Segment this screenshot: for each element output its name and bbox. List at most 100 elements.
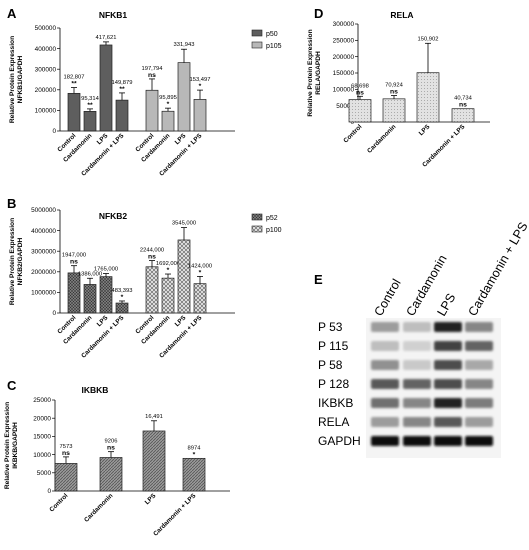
data-label: 68,698 — [351, 83, 369, 89]
data-label: 95,314 — [81, 96, 100, 102]
y-tick-label: 15000 — [33, 434, 51, 441]
bar — [416, 72, 440, 123]
data-label: 2244,000 — [140, 248, 164, 254]
blot-band — [371, 398, 399, 408]
legend-label: p50 — [266, 31, 278, 38]
bar — [99, 276, 113, 314]
panel-letter-c: C — [7, 378, 17, 393]
data-label: 9206 — [105, 439, 118, 445]
bar — [451, 108, 475, 123]
data-label: 150,902 — [418, 36, 439, 42]
significance-marker: * — [167, 101, 170, 108]
y-tick-label: 300000 — [35, 66, 57, 73]
data-label: 1692,000 — [156, 261, 180, 267]
y-tick-label: 10000 — [33, 452, 51, 459]
blot-band — [434, 341, 462, 351]
significance-marker: ** — [71, 81, 77, 88]
significance-marker: * — [193, 451, 196, 458]
blot-band — [403, 341, 431, 351]
bar — [182, 457, 206, 492]
bar — [145, 266, 159, 314]
chart-title: IKBKB — [82, 385, 109, 395]
bar — [142, 430, 166, 492]
bar — [115, 99, 129, 132]
panel-letter-a: A — [7, 6, 17, 21]
chart-nfkb1: NFKB1 0 100000 200000 300000 400000 500000 Rela… — [9, 10, 282, 178]
data-label: 153,497 — [190, 77, 211, 83]
blot-band — [434, 360, 462, 370]
blot-lane-label: Cardamonin + LPS — [465, 220, 529, 319]
y-tick-label: 0 — [52, 128, 56, 135]
blot-band — [371, 417, 399, 427]
data-label: 1947,000 — [62, 253, 86, 259]
y-tick-label: 20000 — [33, 415, 51, 422]
legend-label: p52 — [266, 215, 278, 222]
panel-letter-d: D — [314, 6, 323, 21]
blot-band — [434, 322, 462, 332]
blot-band — [465, 322, 493, 332]
bar — [115, 302, 129, 314]
y-tick-label: 100000 — [333, 87, 355, 94]
significance-marker: ns — [356, 89, 364, 96]
bar — [83, 111, 97, 132]
blot-band — [403, 360, 431, 370]
blot-row-label: P 53 — [318, 320, 343, 334]
data-label: 149,879 — [112, 80, 133, 86]
data-label: 331,943 — [174, 42, 195, 48]
blot-band — [403, 417, 431, 427]
y-tick-label: 5000 — [37, 470, 52, 477]
data-label: 7573 — [60, 444, 73, 450]
bar — [54, 463, 78, 492]
blot-band — [403, 322, 431, 332]
bar — [161, 110, 175, 132]
blot-row-label: P 58 — [318, 358, 343, 372]
bar — [99, 44, 113, 132]
significance-marker: ns — [148, 72, 156, 79]
x-category-label: Cardamonin — [366, 123, 397, 154]
chart-title: NFKB2 — [99, 211, 128, 221]
data-label: 1424,000 — [188, 263, 212, 269]
bar — [161, 277, 175, 314]
blot-band — [434, 436, 462, 446]
data-label: 70,924 — [385, 83, 404, 89]
y-axis-label: Relative Protein ExpressionNFKB2/GAPDH — [9, 218, 24, 305]
y-axis-label: Relative Protein ExpressionRELA/GAPDH — [307, 29, 322, 116]
significance-marker: * — [199, 269, 202, 276]
x-category-label: LPS — [418, 123, 432, 137]
significance-marker: * — [121, 294, 124, 301]
blot-band — [465, 398, 493, 408]
y-tick-label: 200000 — [333, 54, 355, 61]
blot-band — [434, 398, 462, 408]
bar — [382, 98, 406, 123]
data-label: 197,794 — [142, 66, 164, 72]
y-tick-label: 50000 — [336, 103, 354, 110]
significance-marker: ns — [70, 259, 78, 266]
blot-band — [371, 341, 399, 351]
blot-row-label: IKBKB — [318, 396, 353, 410]
blot-band — [371, 360, 399, 370]
data-label: 3545,000 — [172, 221, 196, 227]
legend-swatch — [251, 41, 263, 49]
data-label: 1386,000 — [78, 271, 102, 277]
x-category-label: Control — [48, 492, 69, 513]
blot-row-label: P 115 — [318, 339, 349, 353]
bar — [193, 283, 207, 314]
y-axis-label: Relative Protein ExpressionNFKB1/GAPDH — [9, 36, 24, 123]
blot-band — [403, 436, 431, 446]
y-tick-label: 200000 — [35, 87, 57, 94]
bar — [177, 239, 191, 314]
y-tick-label: 2000000 — [31, 269, 56, 276]
blot-row-label: RELA — [318, 415, 349, 429]
significance-marker: ns — [459, 102, 467, 109]
data-label: 1765,000 — [94, 267, 118, 273]
y-tick-label: 500000 — [35, 25, 57, 32]
data-label: 16,491 — [145, 414, 163, 420]
blot-band — [371, 379, 399, 389]
y-tick-label: 1000000 — [31, 290, 56, 297]
data-label: 417,621 — [96, 35, 117, 41]
blot-band — [465, 417, 493, 427]
blot-band — [465, 360, 493, 370]
y-tick-label: 4000000 — [31, 228, 56, 235]
